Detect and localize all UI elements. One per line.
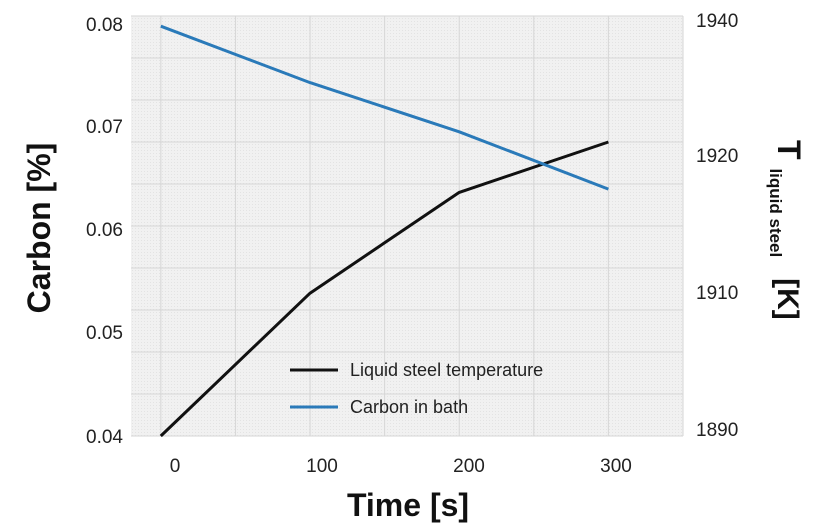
y-right-title-sub: liquid steel: [766, 168, 785, 257]
y-right-title-unit: [K]: [771, 278, 804, 320]
svg-text:T liquid steel [K]: T liquid steel [K]: [763, 140, 807, 320]
x-tick-label: 300: [600, 456, 632, 477]
y-right-axis-title: T liquid steel [K]: [763, 140, 807, 320]
y-left-tick-label: 0.07: [86, 117, 123, 138]
series-line-carbon: [160, 24, 609, 191]
legend: Liquid steel temperature Carbon in bath: [290, 360, 543, 417]
y-right-ticks: 1890 1910 1920 1940: [696, 11, 738, 441]
legend-label-carbon: Carbon in bath: [350, 397, 468, 417]
x-tick-label: 0: [170, 456, 181, 477]
y-right-tick-label: 1920: [696, 146, 738, 167]
y-left-ticks: 0.04 0.05 0.06 0.07 0.08: [86, 15, 123, 448]
y-left-axis-title: Carbon [%]: [21, 143, 57, 314]
y-right-tick-label: 1890: [696, 420, 738, 441]
y-left-tick-label: 0.06: [86, 220, 123, 241]
x-tick-label: 100: [306, 456, 338, 477]
x-tick-label: 200: [453, 456, 485, 477]
y-left-tick-label: 0.04: [86, 427, 123, 448]
grid: [131, 15, 684, 437]
series-line-temperature: [159, 140, 609, 438]
y-left-tick-label: 0.08: [86, 15, 123, 36]
y-right-title-main: T: [771, 140, 807, 160]
y-right-tick-label: 1910: [696, 283, 738, 304]
y-right-tick-label: 1940: [696, 11, 738, 32]
y-left-tick-label: 0.05: [86, 323, 123, 344]
legend-label-temperature: Liquid steel temperature: [350, 360, 543, 380]
x-axis-ticks: 0 100 200 300: [170, 456, 632, 477]
series-lines: [159, 24, 609, 438]
x-axis-title: Time [s]: [347, 487, 469, 523]
